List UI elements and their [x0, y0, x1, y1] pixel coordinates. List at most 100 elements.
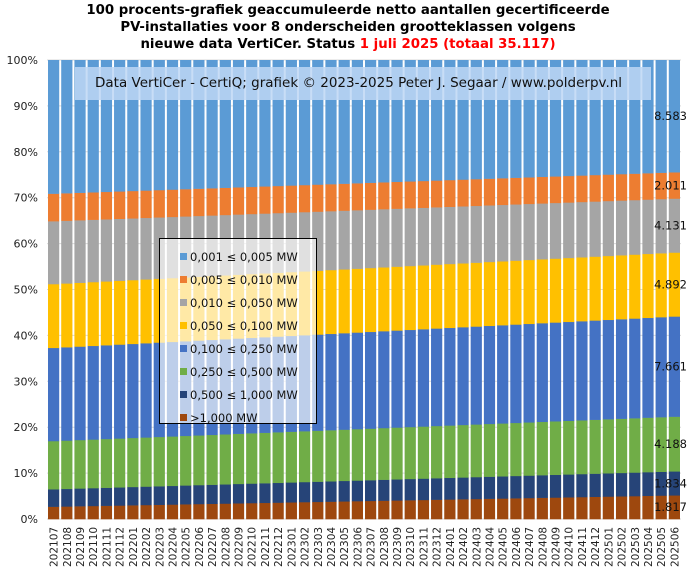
bar-segment [444, 263, 456, 329]
bar-segment [431, 60, 443, 181]
y-tick-label: 80% [14, 146, 38, 159]
bar-segment [629, 418, 641, 473]
bar-segment [272, 60, 284, 187]
bar-segment [404, 329, 416, 428]
x-axis: 202107 202108 202109 202110 202111 202112 2022… [49, 527, 682, 567]
x-tick-label: 202305 [339, 527, 351, 567]
bar-segment [523, 60, 535, 178]
title-line-2: PV-installaties voor 8 onderscheiden gro… [120, 20, 576, 35]
bar-segment [483, 261, 496, 327]
bar-segment [312, 501, 324, 520]
bar-segment [417, 180, 430, 208]
bar-segment [61, 440, 73, 490]
bar-segment [563, 202, 575, 259]
bar-segment [100, 281, 113, 346]
x-tick-label: 202406 [511, 527, 523, 567]
legend-swatch [180, 414, 187, 421]
x-tick-label: 202203 [154, 527, 166, 567]
bar-segment [48, 221, 60, 285]
x-tick-label: 202311 [418, 527, 430, 567]
x-tick-label: 202110 [88, 527, 100, 567]
bar-segment [642, 199, 654, 255]
bar-segment [549, 421, 562, 476]
legend-item: 0,010 ≤ 0,050 MW [160, 291, 316, 314]
x-tick-label: 202412 [590, 527, 602, 567]
bar-segment [457, 60, 469, 180]
bar-segment [87, 192, 99, 220]
x-tick-label: 202310 [405, 527, 417, 567]
bar-segment [510, 498, 522, 520]
bar-segment [285, 185, 297, 213]
bar-segment [510, 422, 522, 477]
bar-segment [404, 426, 416, 480]
bar-segment [219, 60, 231, 188]
bar-segment [497, 476, 509, 499]
x-tick-label: 202312 [432, 527, 444, 567]
bar-segment [404, 500, 416, 520]
bar-segment [602, 200, 614, 257]
bar-segment [259, 483, 271, 504]
bar-segment [668, 416, 680, 472]
bar-segment [378, 500, 390, 520]
bar-segment [589, 201, 601, 257]
bar-segment [523, 203, 535, 261]
bar-segment [391, 479, 403, 501]
x-tick-label: 202205 [181, 527, 193, 567]
bar-segment [602, 473, 614, 497]
legend-swatch [180, 299, 187, 306]
bar-segment [219, 484, 231, 504]
bar-segment [602, 496, 614, 520]
bar-segment [536, 475, 548, 498]
y-tick-label: 10% [14, 467, 38, 480]
legend-label: 0,005 ≤ 0,010 MW [190, 272, 298, 287]
y-tick-label: 30% [14, 375, 38, 388]
bar-segment [114, 280, 126, 345]
bar-segment [655, 495, 667, 520]
bar-segment [259, 60, 271, 187]
bar-segment [166, 60, 179, 190]
bar-segment [61, 193, 73, 221]
bar-segment [642, 173, 654, 200]
bar-segment [483, 325, 496, 425]
bar-segment [312, 60, 324, 185]
x-tick-label: 202403 [471, 527, 483, 567]
bar-segment [61, 488, 73, 507]
bar-segment [655, 471, 667, 496]
bar-segment [285, 431, 297, 483]
x-tick-label: 202109 [75, 527, 87, 567]
bar-segment [563, 175, 575, 203]
y-tick-label: 40% [14, 329, 38, 342]
bar-segment [668, 252, 680, 317]
bar-segment [589, 60, 601, 176]
bar-segment [206, 60, 218, 189]
bar-segment [114, 218, 126, 281]
bar-segment [166, 504, 179, 520]
bar-segment [497, 423, 509, 477]
bar-segment [378, 331, 390, 429]
bar-segment [629, 472, 641, 497]
bar-segment [338, 429, 350, 482]
bar-segment [325, 333, 337, 431]
bar-segment [417, 478, 430, 501]
bar-segment [351, 268, 363, 333]
bar-segment [338, 333, 350, 430]
bar-segment [457, 263, 469, 328]
y-tick-label: 90% [14, 100, 38, 113]
bar-segment [589, 419, 601, 474]
bar-segment [431, 207, 443, 265]
bar-segment [563, 497, 575, 520]
bar-segment [431, 264, 443, 329]
legend-item: 0,001 ≤ 0,005 MW [160, 245, 316, 268]
y-tick-label: 60% [14, 238, 38, 251]
bar-segment [48, 489, 60, 507]
bar-segment [74, 488, 86, 507]
bar-segment [470, 179, 482, 207]
x-tick-label: 202206 [194, 527, 206, 567]
x-tick-label: 202505 [656, 527, 668, 567]
bar-segment [272, 502, 284, 520]
bar-segment [510, 204, 522, 261]
bar-segment [602, 174, 614, 202]
bar-segment [417, 499, 430, 520]
bar-segment [351, 183, 363, 211]
bar-segment [285, 482, 297, 503]
